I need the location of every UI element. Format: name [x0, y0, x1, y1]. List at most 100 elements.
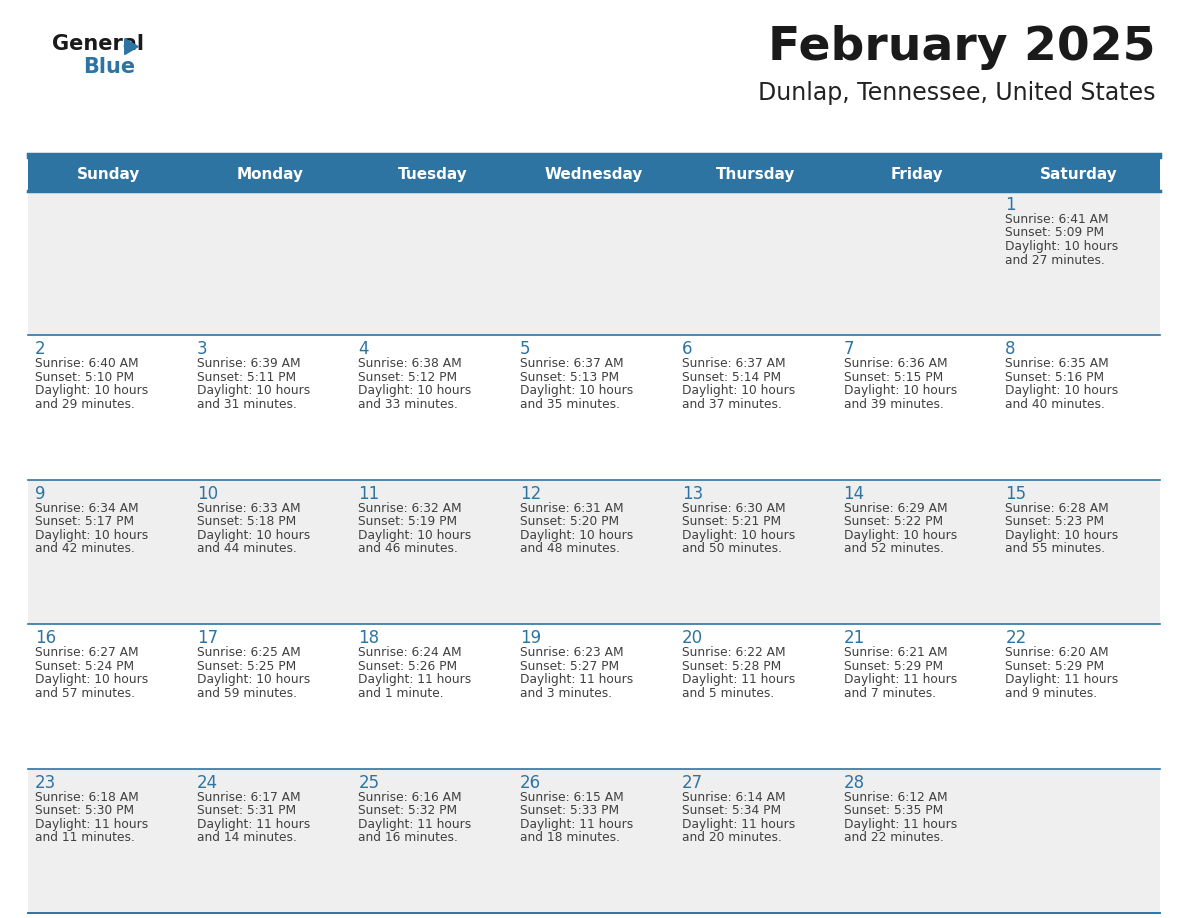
Text: 22: 22 — [1005, 629, 1026, 647]
Text: Sunset: 5:15 PM: Sunset: 5:15 PM — [843, 371, 943, 384]
Text: Sunrise: 6:23 AM: Sunrise: 6:23 AM — [520, 646, 624, 659]
Text: Sunrise: 6:38 AM: Sunrise: 6:38 AM — [359, 357, 462, 370]
Text: Sunset: 5:12 PM: Sunset: 5:12 PM — [359, 371, 457, 384]
Text: Daylight: 10 hours: Daylight: 10 hours — [1005, 529, 1119, 542]
Text: and 3 minutes.: and 3 minutes. — [520, 687, 612, 700]
Text: Sunset: 5:14 PM: Sunset: 5:14 PM — [682, 371, 781, 384]
Bar — [29, 624, 1159, 768]
Text: and 14 minutes.: and 14 minutes. — [197, 831, 297, 844]
Text: Sunset: 5:29 PM: Sunset: 5:29 PM — [843, 660, 943, 673]
Text: Sunset: 5:31 PM: Sunset: 5:31 PM — [197, 804, 296, 817]
Text: Daylight: 11 hours: Daylight: 11 hours — [359, 818, 472, 831]
Text: and 22 minutes.: and 22 minutes. — [843, 831, 943, 844]
Text: Sunrise: 6:20 AM: Sunrise: 6:20 AM — [1005, 646, 1108, 659]
Text: and 18 minutes.: and 18 minutes. — [520, 831, 620, 844]
Text: 1: 1 — [1005, 196, 1016, 214]
Text: Sunrise: 6:37 AM: Sunrise: 6:37 AM — [520, 357, 624, 370]
Text: Sunrise: 6:39 AM: Sunrise: 6:39 AM — [197, 357, 301, 370]
Text: Daylight: 11 hours: Daylight: 11 hours — [843, 818, 956, 831]
Text: Sunset: 5:20 PM: Sunset: 5:20 PM — [520, 515, 619, 528]
Text: Daylight: 10 hours: Daylight: 10 hours — [197, 385, 310, 397]
Text: 15: 15 — [1005, 485, 1026, 503]
Text: and 27 minutes.: and 27 minutes. — [1005, 253, 1105, 266]
Text: Sunrise: 6:21 AM: Sunrise: 6:21 AM — [843, 646, 947, 659]
Text: Daylight: 11 hours: Daylight: 11 hours — [1005, 673, 1119, 686]
Text: and 29 minutes.: and 29 minutes. — [34, 397, 135, 411]
Text: 17: 17 — [197, 629, 217, 647]
Text: Sunrise: 6:33 AM: Sunrise: 6:33 AM — [197, 502, 301, 515]
Text: Sunset: 5:22 PM: Sunset: 5:22 PM — [843, 515, 943, 528]
Text: Sunset: 5:23 PM: Sunset: 5:23 PM — [1005, 515, 1105, 528]
Text: Daylight: 11 hours: Daylight: 11 hours — [359, 673, 472, 686]
Text: Sunset: 5:34 PM: Sunset: 5:34 PM — [682, 804, 781, 817]
Text: and 46 minutes.: and 46 minutes. — [359, 543, 459, 555]
Text: Monday: Monday — [238, 166, 304, 182]
Text: Sunset: 5:25 PM: Sunset: 5:25 PM — [197, 660, 296, 673]
Text: Sunrise: 6:31 AM: Sunrise: 6:31 AM — [520, 502, 624, 515]
Text: Daylight: 10 hours: Daylight: 10 hours — [1005, 240, 1119, 253]
Text: Friday: Friday — [891, 166, 943, 182]
Text: Sunday: Sunday — [77, 166, 140, 182]
Text: Daylight: 10 hours: Daylight: 10 hours — [843, 529, 956, 542]
Text: Daylight: 11 hours: Daylight: 11 hours — [197, 818, 310, 831]
Text: Daylight: 11 hours: Daylight: 11 hours — [682, 818, 795, 831]
Text: 20: 20 — [682, 629, 703, 647]
Text: Sunrise: 6:30 AM: Sunrise: 6:30 AM — [682, 502, 785, 515]
Text: Sunset: 5:27 PM: Sunset: 5:27 PM — [520, 660, 619, 673]
Text: Sunset: 5:24 PM: Sunset: 5:24 PM — [34, 660, 134, 673]
Text: Sunset: 5:18 PM: Sunset: 5:18 PM — [197, 515, 296, 528]
Bar — [29, 191, 1159, 335]
Bar — [29, 480, 1159, 624]
Bar — [29, 157, 1159, 191]
Text: Sunset: 5:10 PM: Sunset: 5:10 PM — [34, 371, 134, 384]
Text: Sunset: 5:32 PM: Sunset: 5:32 PM — [359, 804, 457, 817]
Text: 11: 11 — [359, 485, 380, 503]
Text: Sunrise: 6:32 AM: Sunrise: 6:32 AM — [359, 502, 462, 515]
Text: and 39 minutes.: and 39 minutes. — [843, 397, 943, 411]
Text: Sunrise: 6:24 AM: Sunrise: 6:24 AM — [359, 646, 462, 659]
Text: and 5 minutes.: and 5 minutes. — [682, 687, 775, 700]
Text: Daylight: 11 hours: Daylight: 11 hours — [682, 673, 795, 686]
Text: February 2025: February 2025 — [767, 25, 1155, 70]
Text: Daylight: 11 hours: Daylight: 11 hours — [843, 673, 956, 686]
Text: and 59 minutes.: and 59 minutes. — [197, 687, 297, 700]
Text: Sunrise: 6:37 AM: Sunrise: 6:37 AM — [682, 357, 785, 370]
Text: and 57 minutes.: and 57 minutes. — [34, 687, 135, 700]
Text: Sunrise: 6:15 AM: Sunrise: 6:15 AM — [520, 790, 624, 803]
Text: and 37 minutes.: and 37 minutes. — [682, 397, 782, 411]
Text: Daylight: 11 hours: Daylight: 11 hours — [520, 673, 633, 686]
Text: Sunrise: 6:29 AM: Sunrise: 6:29 AM — [843, 502, 947, 515]
Text: Daylight: 10 hours: Daylight: 10 hours — [197, 673, 310, 686]
Text: Daylight: 10 hours: Daylight: 10 hours — [682, 529, 795, 542]
Text: and 50 minutes.: and 50 minutes. — [682, 543, 782, 555]
Text: Sunset: 5:11 PM: Sunset: 5:11 PM — [197, 371, 296, 384]
Text: General: General — [52, 35, 144, 54]
Text: 2: 2 — [34, 341, 45, 358]
Text: Sunset: 5:17 PM: Sunset: 5:17 PM — [34, 515, 134, 528]
Text: Sunrise: 6:35 AM: Sunrise: 6:35 AM — [1005, 357, 1110, 370]
Text: Daylight: 10 hours: Daylight: 10 hours — [359, 385, 472, 397]
Text: Daylight: 11 hours: Daylight: 11 hours — [520, 818, 633, 831]
Text: 18: 18 — [359, 629, 379, 647]
Text: Sunrise: 6:22 AM: Sunrise: 6:22 AM — [682, 646, 785, 659]
Text: 7: 7 — [843, 341, 854, 358]
Text: 4: 4 — [359, 341, 369, 358]
Text: 21: 21 — [843, 629, 865, 647]
Text: Sunset: 5:16 PM: Sunset: 5:16 PM — [1005, 371, 1105, 384]
Text: and 33 minutes.: and 33 minutes. — [359, 397, 459, 411]
Text: Sunset: 5:21 PM: Sunset: 5:21 PM — [682, 515, 781, 528]
Text: Sunrise: 6:25 AM: Sunrise: 6:25 AM — [197, 646, 301, 659]
Text: Sunrise: 6:28 AM: Sunrise: 6:28 AM — [1005, 502, 1110, 515]
Text: 26: 26 — [520, 774, 542, 791]
Text: Dunlap, Tennessee, United States: Dunlap, Tennessee, United States — [758, 81, 1155, 105]
Bar — [29, 768, 1159, 913]
Text: Sunset: 5:13 PM: Sunset: 5:13 PM — [520, 371, 619, 384]
Text: Sunrise: 6:16 AM: Sunrise: 6:16 AM — [359, 790, 462, 803]
Text: 5: 5 — [520, 341, 531, 358]
Text: and 48 minutes.: and 48 minutes. — [520, 543, 620, 555]
Text: Daylight: 10 hours: Daylight: 10 hours — [682, 385, 795, 397]
Text: Sunset: 5:19 PM: Sunset: 5:19 PM — [359, 515, 457, 528]
Text: Daylight: 10 hours: Daylight: 10 hours — [34, 529, 148, 542]
Text: Daylight: 10 hours: Daylight: 10 hours — [197, 529, 310, 542]
Text: and 44 minutes.: and 44 minutes. — [197, 543, 297, 555]
